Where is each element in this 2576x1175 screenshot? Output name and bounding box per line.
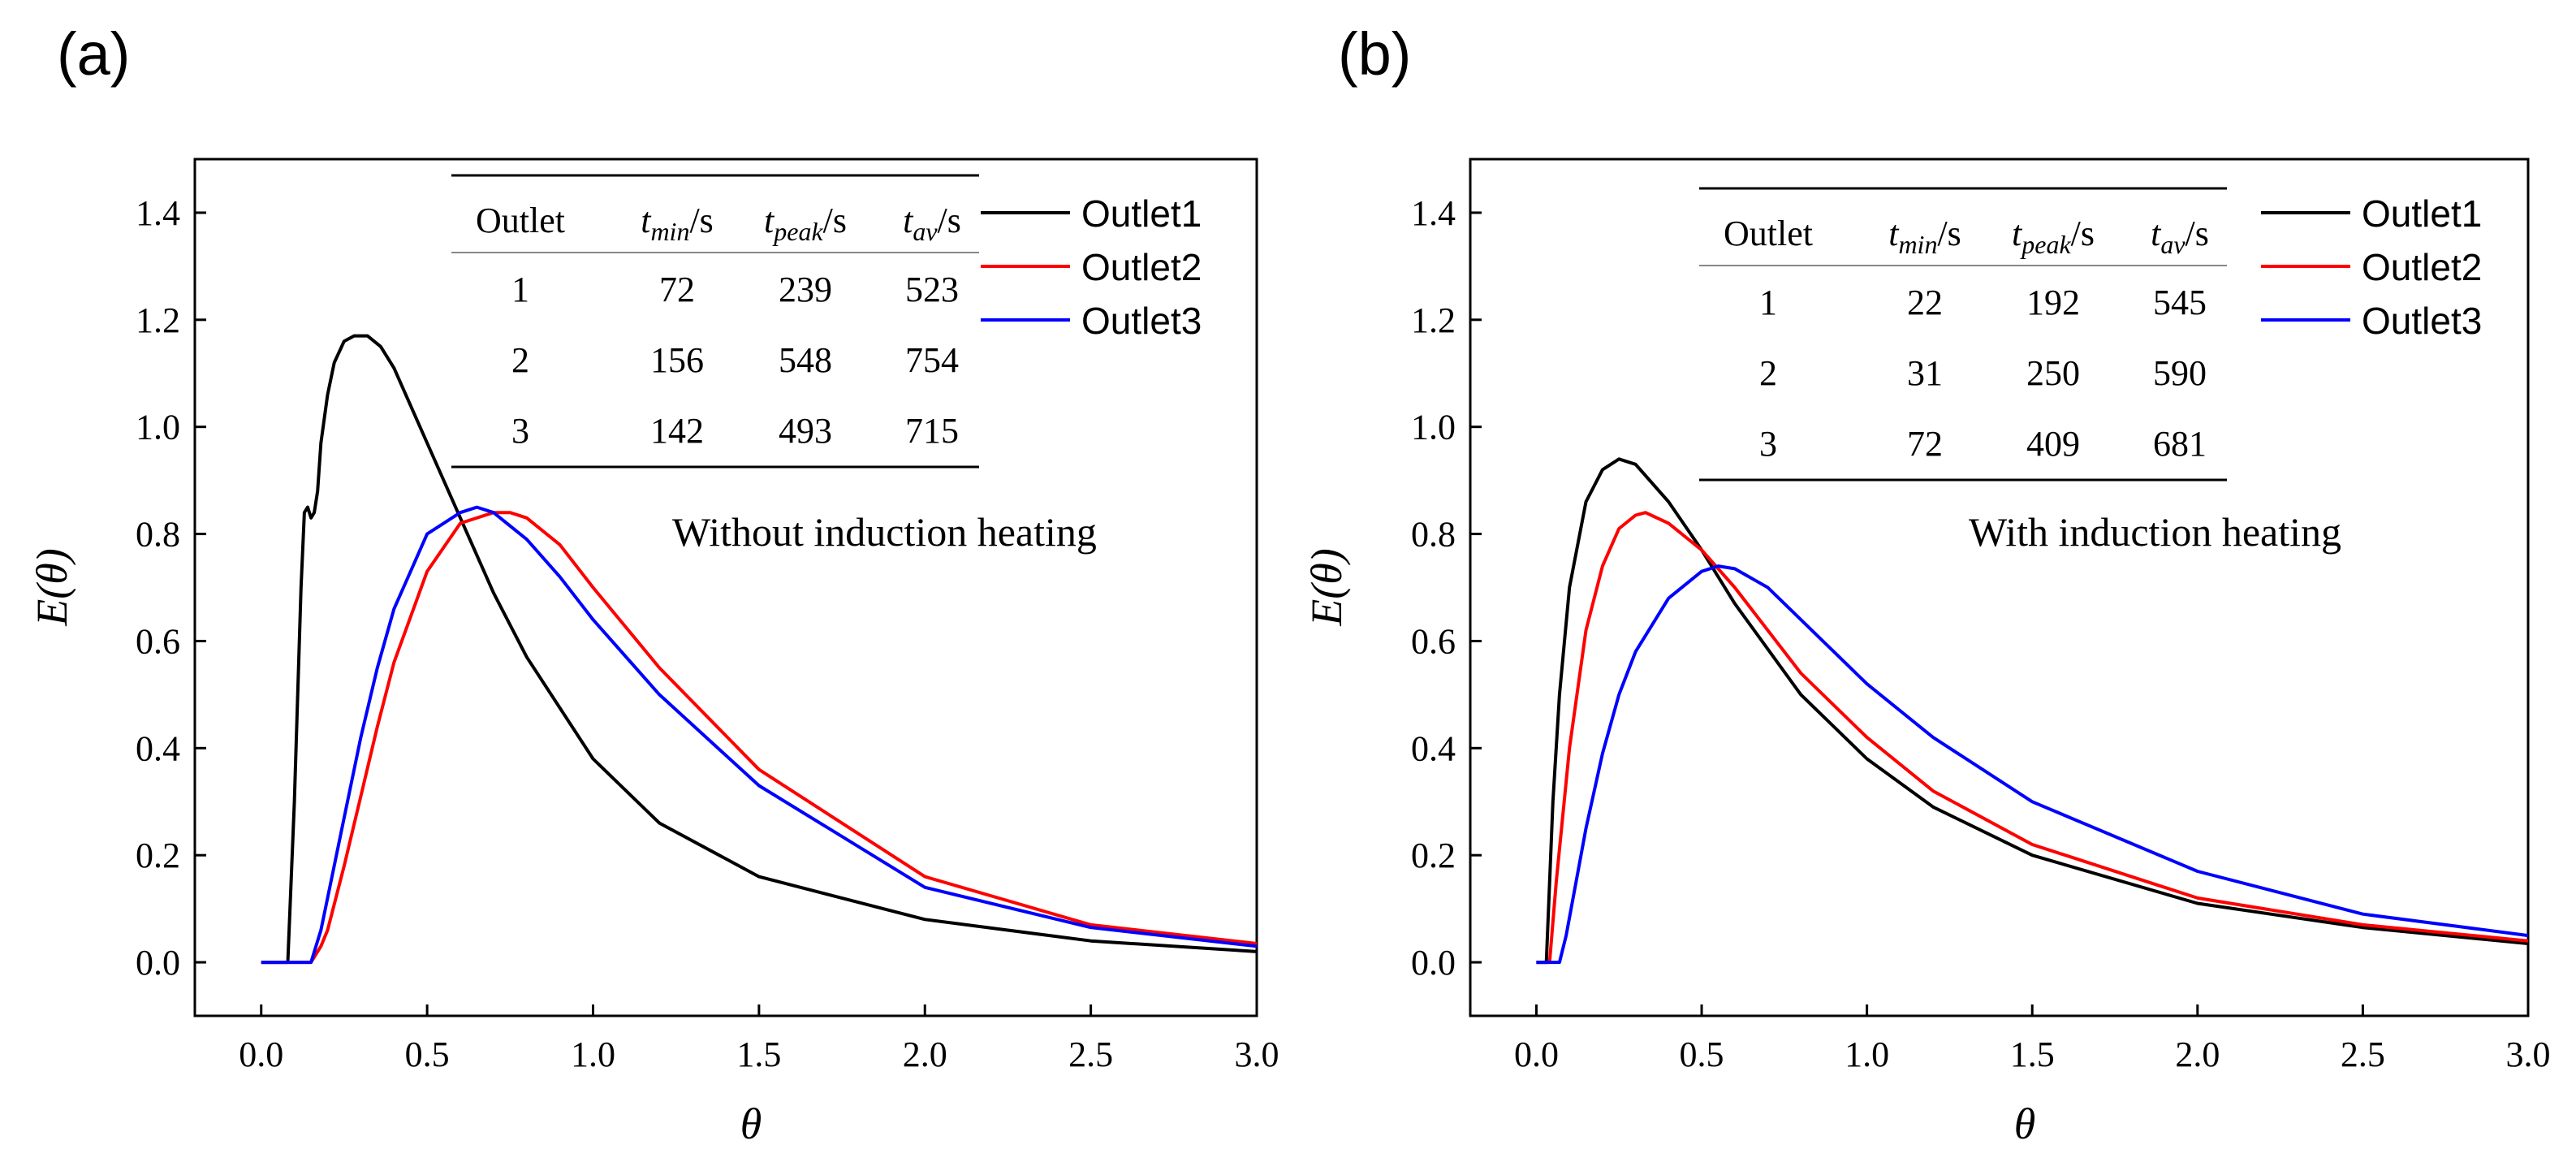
series-layer xyxy=(1536,457,2529,965)
y-tick-label: 0.6 xyxy=(136,621,180,661)
x-axis-label: θ xyxy=(2014,1099,2036,1148)
stats-table: Outlet tmin/s tpeak/s tav/s 1 22 192 545 2 31 250 5… xyxy=(1699,187,2227,482)
table-header-cell: tpeak/s xyxy=(764,201,847,246)
legend: Outlet1 Outlet2 Outlet3 xyxy=(981,192,1202,342)
y-tick-label: 0.2 xyxy=(1411,836,1456,875)
table-cell: 548 xyxy=(779,340,832,380)
table-header-cell: tav/s xyxy=(2151,214,2209,259)
table-cell: 22 xyxy=(1907,283,1943,322)
legend: Outlet1 Outlet2 Outlet3 xyxy=(2261,192,2482,342)
x-tick-label: 0.5 xyxy=(1680,1035,1724,1074)
panel-label: (a) xyxy=(57,20,130,88)
table-cell: 2 xyxy=(511,340,529,380)
x-axis: 0.0 0.5 1.0 1.5 2.0 2.5 3.0 xyxy=(1514,1004,2551,1074)
table-cell: 493 xyxy=(779,411,832,451)
table-cell: 409 xyxy=(2026,424,2080,464)
x-axis-label: θ xyxy=(740,1099,762,1148)
table-cell: 239 xyxy=(779,270,832,309)
y-tick-label: 1.4 xyxy=(136,193,180,233)
legend-label: Outlet3 xyxy=(2362,300,2482,342)
series-line-outlet2 xyxy=(1536,511,2529,965)
annotation: Without induction heating xyxy=(672,509,1097,555)
x-tick-label: 2.5 xyxy=(1068,1035,1113,1074)
y-tick-label: 1.2 xyxy=(136,300,180,340)
table-cell: 192 xyxy=(2026,283,2080,322)
y-axis-label: E(θ) xyxy=(1302,548,1351,626)
x-tick-label: 2.0 xyxy=(903,1035,947,1074)
x-tick-label: 0.5 xyxy=(405,1035,450,1074)
table-header-cell: tmin/s xyxy=(641,201,714,246)
y-tick-label: 0.6 xyxy=(1411,621,1456,661)
x-tick-label: 3.0 xyxy=(1235,1035,1279,1074)
table-cell: 72 xyxy=(659,270,695,309)
table-cell: 3 xyxy=(511,411,529,451)
series-line-outlet2 xyxy=(261,511,1258,965)
table-cell: 2 xyxy=(1759,353,1777,393)
table-cell: 142 xyxy=(650,411,704,451)
table-cell: 250 xyxy=(2026,353,2080,393)
table-cell: 715 xyxy=(905,411,959,451)
x-tick-label: 1.5 xyxy=(2010,1035,2055,1074)
table-header-cell: Outlet xyxy=(476,201,565,240)
plot-frame xyxy=(193,158,1258,1017)
y-tick-label: 0.4 xyxy=(1411,728,1456,768)
table-cell: 754 xyxy=(905,340,959,380)
x-tick-label: 3.0 xyxy=(2506,1035,2551,1074)
table-cell: 3 xyxy=(1759,424,1777,464)
y-axis: 0.0 0.2 0.4 0.6 0.8 1.0 1.2 1.4 xyxy=(136,193,206,983)
y-tick-label: 1.0 xyxy=(1411,408,1456,447)
y-tick-label: 0.0 xyxy=(136,943,180,983)
table-cell: 31 xyxy=(1907,353,1943,393)
x-tick-label: 1.5 xyxy=(736,1035,781,1074)
table-header-cell: tpeak/s xyxy=(2012,214,2095,259)
table-cell: 156 xyxy=(650,340,704,380)
y-tick-label: 0.8 xyxy=(136,515,180,555)
x-tick-label: 0.0 xyxy=(239,1035,283,1074)
table-cell: 545 xyxy=(2153,283,2207,322)
stats-table: Outlet tmin/s tpeak/s tav/s 1 72 239 523 2 156 548… xyxy=(451,174,979,469)
annotation: With induction heating xyxy=(1969,509,2341,555)
y-tick-label: 1.4 xyxy=(1411,193,1456,233)
table-header-cell: tmin/s xyxy=(1888,214,1961,259)
legend-label: Outlet2 xyxy=(2362,246,2482,288)
panel-b: (b) 0.0 0.5 1.0 1.5 2.0 2.5 3.0 0.00.20.40.60.… xyxy=(1302,20,2551,1148)
table-cell: 523 xyxy=(905,270,959,309)
table-cell: 1 xyxy=(511,270,529,309)
legend-label: Outlet1 xyxy=(2362,192,2482,235)
series-line-outlet1 xyxy=(261,334,1258,965)
y-tick-label: 1.2 xyxy=(1411,300,1456,340)
series-line-outlet3 xyxy=(1536,564,2529,965)
table-cell: 72 xyxy=(1907,424,1943,464)
x-tick-label: 2.0 xyxy=(2175,1035,2220,1074)
table-cell: 1 xyxy=(1759,283,1777,322)
x-tick-label: 2.5 xyxy=(2341,1035,2385,1074)
y-tick-label: 0.4 xyxy=(136,728,180,768)
y-axis: 0.0 0.2 0.4 0.6 0.8 1.0 1.2 1.4 xyxy=(1411,193,1482,983)
legend-label: Outlet3 xyxy=(1081,300,1202,342)
table-cell: 590 xyxy=(2153,353,2207,393)
y-tick-label: 0.8 xyxy=(1411,515,1456,555)
y-tick-label: 1.0 xyxy=(136,408,180,447)
legend-label: Outlet1 xyxy=(1081,192,1202,235)
series-layer xyxy=(261,334,1258,965)
table-header-cell: tav/s xyxy=(903,201,961,246)
series-line-outlet1 xyxy=(1536,457,2529,965)
legend-label: Outlet2 xyxy=(1081,246,1202,288)
table-header-cell: Outlet xyxy=(1724,214,1813,253)
x-tick-label: 1.0 xyxy=(571,1035,615,1074)
y-tick-label: 0.0 xyxy=(1411,943,1456,983)
x-axis: 0.0 0.5 1.0 1.5 2.0 2.5 3.0 xyxy=(239,1004,1279,1074)
x-tick-label: 0.0 xyxy=(1514,1035,1559,1074)
panel-a: (a) 0.0 0.5 1.0 1.5 2.0 2.5 3.0 0.00.20.40.60.… xyxy=(28,20,1279,1148)
table-cell: 681 xyxy=(2153,424,2207,464)
x-tick-label: 1.0 xyxy=(1845,1035,1889,1074)
series-line-outlet3 xyxy=(261,505,1258,965)
y-tick-label: 0.2 xyxy=(136,836,180,875)
y-axis-label: E(θ) xyxy=(28,548,76,626)
plot-frame xyxy=(1469,158,2530,1017)
panel-label: (b) xyxy=(1338,20,1411,88)
